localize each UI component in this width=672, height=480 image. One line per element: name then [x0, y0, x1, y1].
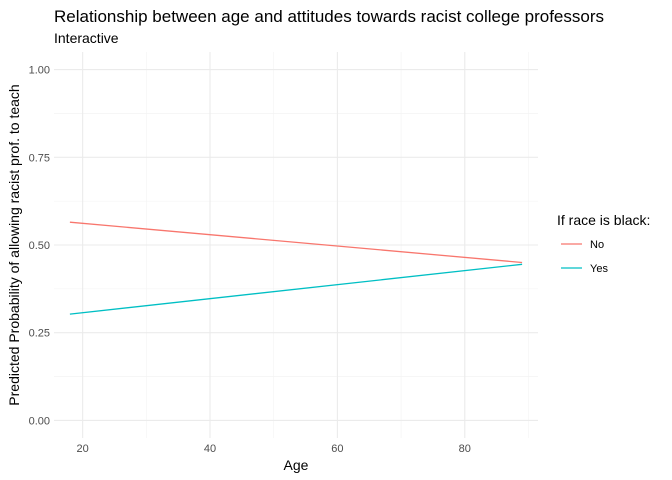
- x-axis-title: Age: [284, 457, 309, 473]
- x-tick-label: 80: [459, 443, 471, 455]
- x-tick-label: 40: [204, 443, 216, 455]
- series-line-yes: [69, 263, 523, 315]
- y-tick-label: 0.50: [29, 240, 50, 252]
- grid-lines: [54, 52, 538, 438]
- y-tick-label: 0.75: [29, 152, 50, 164]
- legend: If race is black: No Yes: [557, 212, 650, 275]
- legend-title: If race is black:: [557, 212, 650, 228]
- series-line-no: [69, 221, 523, 264]
- x-tick-label: 60: [331, 443, 343, 455]
- legend-label-no: No: [590, 239, 604, 251]
- x-tick-label: 20: [77, 443, 89, 455]
- y-tick-label: 1.00: [29, 65, 50, 77]
- legend-label-yes: Yes: [590, 263, 608, 275]
- y-tick-labels: 0.00 0.25 0.50 0.75 1.00: [29, 65, 50, 428]
- y-tick-label: 0.25: [29, 328, 50, 340]
- chart-subtitle: Interactive: [54, 30, 119, 46]
- chart-title: Relationship between age and attitudes t…: [54, 7, 604, 26]
- y-axis-title: Predicted Probability of allowing racist…: [6, 84, 22, 405]
- series-lines: [69, 221, 523, 315]
- x-tick-labels: 20 40 60 80: [77, 443, 471, 455]
- y-tick-label: 0.00: [29, 415, 50, 427]
